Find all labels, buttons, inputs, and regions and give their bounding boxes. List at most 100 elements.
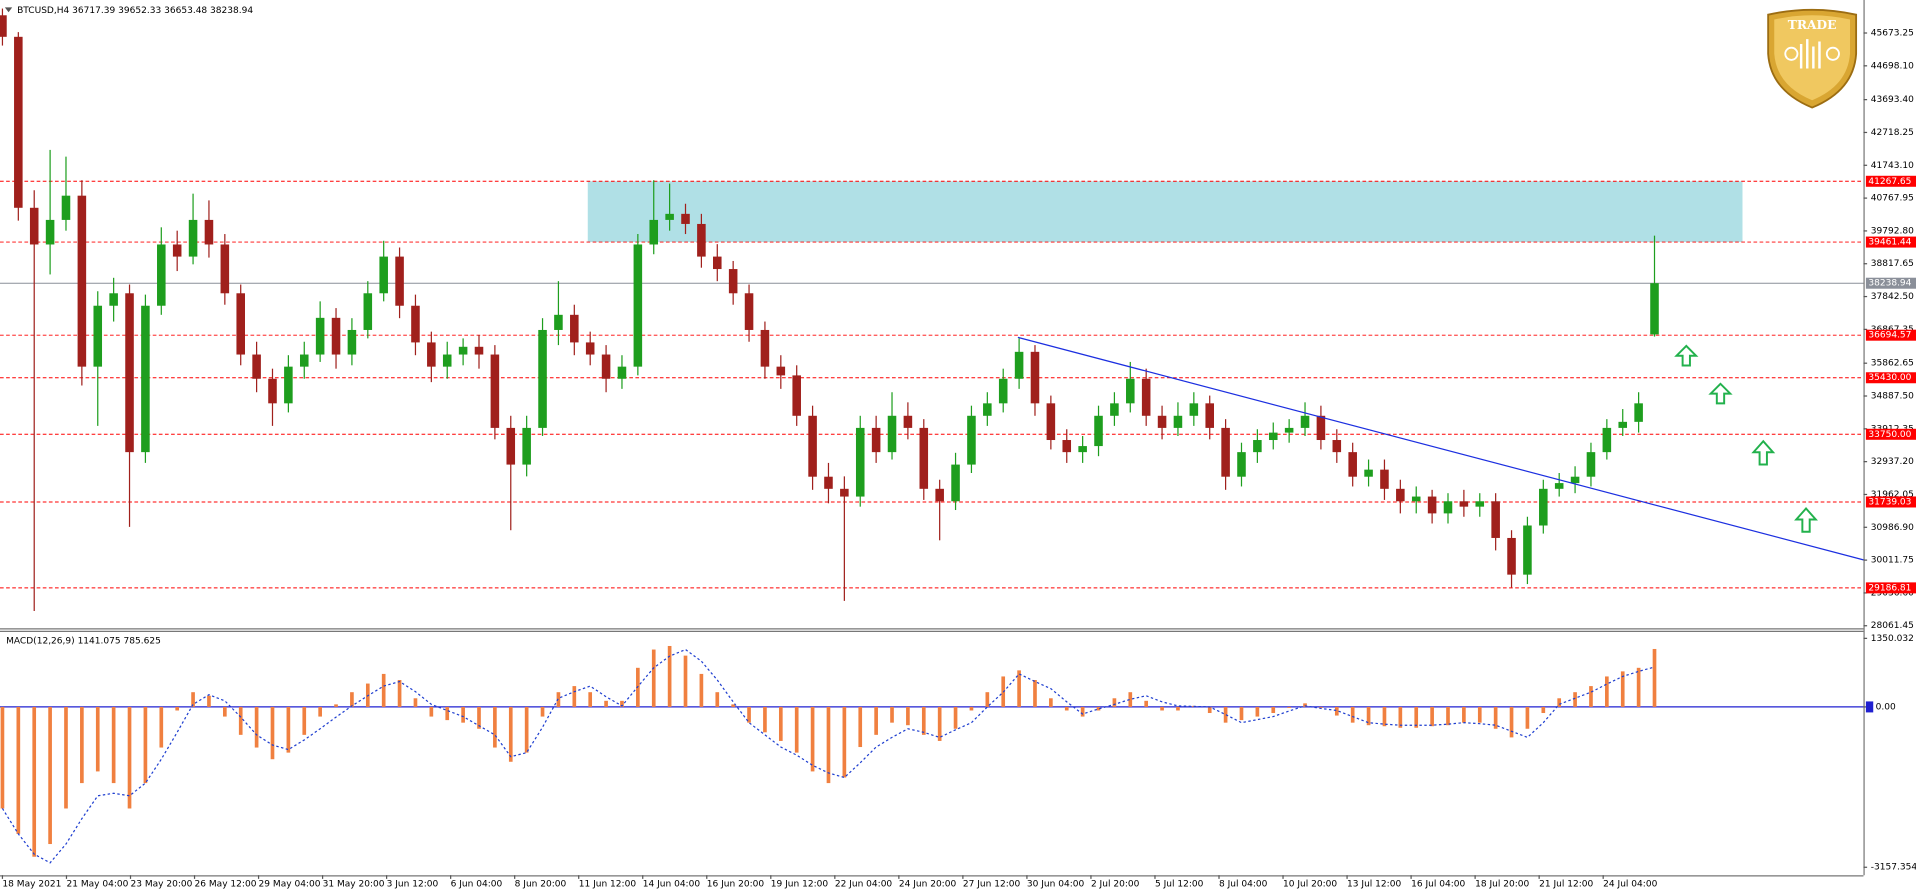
candle-body	[1205, 403, 1214, 428]
macd-bar	[445, 706, 450, 721]
macd-bar	[1033, 680, 1037, 707]
y-tick-label: 30986.90	[1871, 523, 1914, 533]
macd-bar	[921, 706, 926, 735]
candle-body	[1459, 501, 1469, 507]
x-tick-label: 27 Jun 12:00	[963, 879, 1021, 889]
macd-bar	[1319, 706, 1323, 708]
candle-body	[713, 256, 722, 270]
level-label: 29186.81	[1868, 583, 1911, 593]
candle-body	[1046, 403, 1056, 441]
candle-body	[1602, 427, 1612, 453]
candle-body	[1110, 403, 1119, 416]
candle-body	[1364, 469, 1373, 477]
candle-body	[395, 256, 404, 306]
candle-body	[1189, 403, 1199, 416]
macd-bar	[397, 680, 402, 707]
candle-body	[1157, 415, 1167, 428]
macd-bar	[1430, 706, 1434, 727]
y-tick-label: 37842.50	[1871, 292, 1914, 302]
candle-body	[585, 342, 595, 355]
macd-bar	[1255, 706, 1260, 717]
macd-bar	[95, 706, 100, 772]
macd-bar	[238, 706, 243, 735]
macd-bar	[127, 706, 132, 809]
candle-body	[649, 219, 659, 245]
menu-triangle	[4, 7, 13, 13]
y-tick-label: 28061.45	[1871, 621, 1914, 631]
macd-bar	[906, 706, 910, 726]
level-label: 36694.57	[1868, 331, 1911, 341]
candle-body	[29, 207, 39, 245]
candle-body	[45, 219, 55, 245]
x-tick-label: 8 Jun 20:00	[515, 879, 567, 889]
logo-bars	[1799, 39, 1821, 69]
macd-bar	[32, 706, 37, 857]
x-tick-label: 14 Jun 04:00	[643, 879, 701, 889]
macd-bar	[1509, 706, 1514, 738]
candle-body	[1348, 452, 1357, 477]
macd-bar	[270, 706, 275, 760]
macd-bar	[143, 706, 148, 784]
candle-body	[951, 464, 960, 502]
x-tick-label: 31 May 20:00	[323, 879, 385, 889]
x-tick-label: 23 May 20:00	[131, 879, 193, 889]
candle-body	[760, 329, 770, 367]
macd-bar	[826, 706, 831, 784]
x-tick-label: 8 Jul 04:00	[1219, 879, 1268, 889]
macd-bar	[207, 695, 211, 707]
macd-bar	[1446, 706, 1450, 726]
macd-bar	[1239, 706, 1244, 721]
y-tick-label: 29036.60	[1871, 588, 1914, 598]
candle-body	[1650, 283, 1659, 335]
up-arrow	[1794, 507, 1818, 533]
macd-bar	[651, 649, 656, 707]
y-tick-label: 35862.65	[1871, 359, 1914, 369]
logo-text: TRADE	[1788, 18, 1837, 32]
macd-bar	[254, 706, 259, 748]
macd-panel	[0, 645, 1864, 864]
up-arrow	[1751, 439, 1776, 466]
candle-body	[1332, 440, 1342, 453]
candle-body	[1221, 427, 1230, 477]
candle-body	[474, 346, 484, 355]
macd-bar	[477, 706, 481, 729]
y-tick-label: 41743.10	[1871, 161, 1914, 171]
level-label-box	[1865, 428, 1916, 440]
candle-body	[506, 427, 516, 465]
resistance-zone	[587, 181, 1743, 243]
macd-bar	[493, 706, 497, 748]
candle-body	[236, 293, 245, 355]
up-arrow	[1674, 344, 1699, 367]
candle-body	[1380, 469, 1389, 489]
candle-body	[379, 256, 388, 294]
arrows	[1674, 344, 1818, 533]
x-tick-label: 18 May 2021	[2, 879, 61, 889]
candle-body	[1030, 351, 1040, 404]
macd-bar	[540, 706, 545, 717]
candle-body	[1586, 452, 1596, 477]
candle-body	[728, 269, 738, 294]
macd-y-tick-label: 1350.032	[1871, 634, 1914, 644]
macd-bar	[1112, 698, 1117, 707]
candle-body	[172, 244, 182, 257]
y-tick-label: 39792.80	[1871, 226, 1914, 236]
candle-body	[840, 488, 849, 497]
macd-bar	[1096, 706, 1101, 711]
macd-bar	[302, 706, 307, 735]
macd-bar	[969, 706, 974, 711]
candle-body	[1126, 378, 1135, 404]
candle-body	[93, 305, 103, 367]
x-tick-label: 13 Jul 12:00	[1347, 879, 1401, 889]
macd-bar	[286, 706, 291, 753]
candle-body	[1253, 440, 1262, 453]
candle-body	[633, 244, 643, 367]
candle-body	[1237, 452, 1246, 477]
x-tick-label: 21 Jul 12:00	[1539, 879, 1593, 889]
x-tick-label: 30 Jun 04:00	[1027, 879, 1085, 889]
x-tick-label: 26 May 12:00	[195, 879, 257, 889]
macd-bar	[318, 706, 322, 717]
candle-body	[1173, 415, 1183, 428]
candle-body	[1475, 501, 1485, 507]
candle-body	[77, 195, 87, 367]
y-tick-label: 34887.50	[1871, 392, 1914, 402]
